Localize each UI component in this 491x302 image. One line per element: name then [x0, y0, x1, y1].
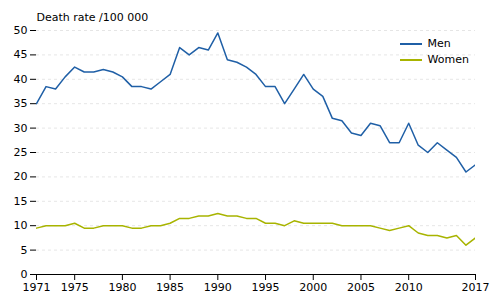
svg-text:35: 35: [14, 97, 28, 110]
svg-text:1980: 1980: [108, 281, 136, 294]
svg-text:20: 20: [14, 170, 28, 183]
svg-text:2000: 2000: [299, 281, 327, 294]
svg-text:15: 15: [14, 195, 28, 208]
svg-text:1971: 1971: [23, 281, 51, 294]
svg-text:1975: 1975: [61, 281, 89, 294]
svg-text:0: 0: [21, 268, 28, 281]
svg-text:2017: 2017: [462, 281, 490, 294]
svg-text:5: 5: [21, 244, 28, 257]
svg-text:2010: 2010: [395, 281, 423, 294]
svg-text:40: 40: [14, 73, 28, 86]
html-text:Men: Men: [427, 37, 451, 50]
html-text:Women: Women: [427, 53, 469, 66]
svg-text:1990: 1990: [204, 281, 232, 294]
svg-text:25: 25: [14, 146, 28, 159]
svg-text:50: 50: [14, 24, 28, 37]
svg-text:Death rate /100 000: Death rate /100 000: [37, 11, 149, 24]
svg-text:10: 10: [14, 219, 28, 232]
svg-text:1995: 1995: [252, 281, 280, 294]
svg-text:1985: 1985: [156, 281, 184, 294]
svg-text:30: 30: [14, 122, 28, 135]
svg-text:45: 45: [14, 48, 28, 61]
svg-text:2005: 2005: [347, 281, 375, 294]
